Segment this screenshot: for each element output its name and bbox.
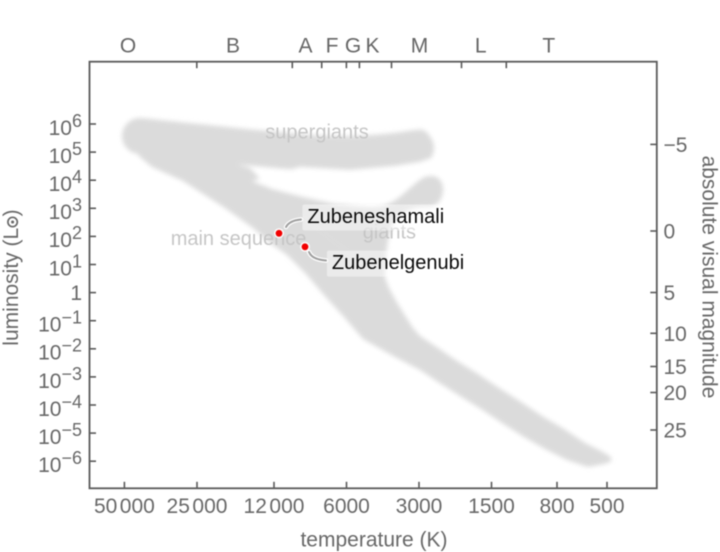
svg-text:25: 25: [664, 420, 687, 443]
svg-text:Zubeneshamali: Zubeneshamali: [307, 206, 444, 228]
svg-text:101: 101: [49, 251, 82, 280]
svg-text:102: 102: [49, 223, 82, 252]
svg-text:B: B: [226, 35, 240, 58]
svg-text:500: 500: [589, 495, 624, 518]
svg-text:20: 20: [664, 382, 687, 405]
svg-text:giants: giants: [363, 222, 416, 244]
svg-text:1: 1: [70, 282, 82, 305]
svg-text:absolute visual magnitude: absolute visual magnitude: [698, 156, 720, 399]
svg-text:105: 105: [49, 139, 82, 168]
svg-text:104: 104: [49, 167, 82, 196]
svg-text:10−4: 10−4: [38, 392, 82, 421]
svg-text:A: A: [298, 35, 312, 58]
svg-text:supergiants: supergiants: [265, 122, 368, 144]
svg-text:10−2: 10−2: [38, 336, 82, 365]
svg-text:800: 800: [539, 495, 574, 518]
svg-text:O: O: [120, 35, 136, 58]
svg-text:10−6: 10−6: [38, 448, 82, 477]
svg-text:F: F: [326, 35, 339, 58]
svg-text:6000: 6000: [323, 495, 370, 518]
svg-text:main sequence: main sequence: [171, 228, 307, 250]
svg-text:15: 15: [664, 356, 687, 379]
svg-text:M: M: [411, 35, 429, 58]
svg-text:T: T: [542, 35, 555, 58]
svg-text:10−1: 10−1: [38, 308, 82, 337]
svg-text:luminosity (L: luminosity (L: [0, 228, 23, 346]
svg-text:3000: 3000: [396, 495, 443, 518]
svg-text:−5: −5: [664, 134, 688, 157]
svg-text:1500: 1500: [468, 495, 515, 518]
svg-text:10: 10: [664, 323, 687, 346]
svg-text:temperature (K): temperature (K): [300, 529, 447, 552]
svg-text:106: 106: [49, 111, 82, 140]
svg-text:5: 5: [664, 282, 676, 305]
svg-text:): ): [0, 209, 23, 216]
svg-text:K: K: [365, 35, 379, 58]
svg-text:0: 0: [664, 221, 676, 244]
svg-text:G: G: [345, 35, 361, 58]
svg-text:L: L: [475, 35, 487, 58]
svg-text:103: 103: [49, 195, 82, 224]
svg-text:Zubenelgenubi: Zubenelgenubi: [332, 252, 464, 274]
svg-text:10−3: 10−3: [38, 364, 82, 393]
svg-text:10−5: 10−5: [38, 420, 82, 449]
